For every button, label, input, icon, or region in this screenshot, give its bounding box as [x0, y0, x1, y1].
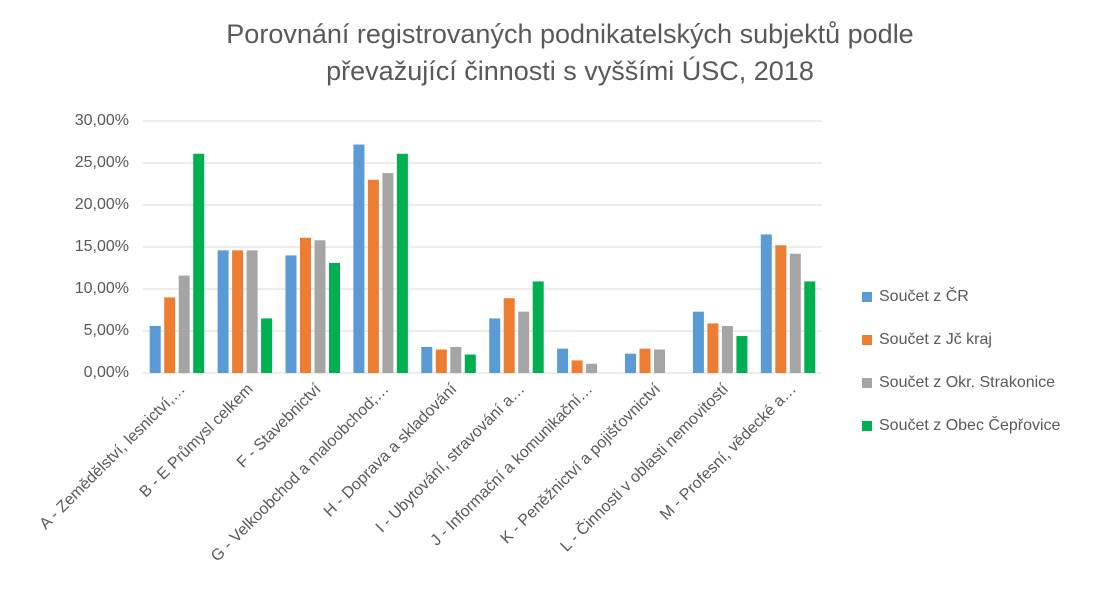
bar — [804, 281, 816, 373]
bar — [707, 323, 719, 373]
legend-label: Součet z Jč kraj — [879, 331, 992, 348]
bar — [557, 348, 569, 373]
bar — [789, 253, 801, 373]
bar — [654, 349, 665, 373]
bar — [396, 153, 408, 373]
y-tick-label: 20,00% — [75, 196, 129, 213]
bar — [464, 354, 476, 373]
bar — [232, 250, 244, 373]
bar — [285, 255, 297, 373]
bar — [639, 348, 651, 373]
bar — [300, 237, 311, 373]
bar — [178, 275, 190, 373]
bar — [721, 325, 733, 373]
bar — [775, 245, 787, 373]
bar — [382, 173, 394, 373]
bar — [314, 240, 326, 373]
bar — [329, 262, 340, 373]
legend-swatch — [862, 378, 872, 388]
legend-swatch — [862, 335, 872, 345]
bar — [164, 297, 176, 373]
bar — [435, 349, 447, 373]
bar — [489, 318, 501, 373]
bar — [450, 346, 462, 373]
bar — [625, 353, 636, 373]
bar — [532, 281, 544, 373]
chart-title: Porovnání registrovaných podnikatelských… — [226, 19, 913, 49]
bar — [503, 298, 515, 373]
x-tick-label: M - Profesní, vědecké a… — [657, 381, 800, 524]
y-tick-label: 30,00% — [75, 112, 129, 129]
bar — [760, 234, 772, 373]
bar — [149, 325, 161, 373]
bar — [261, 318, 273, 373]
bar — [421, 346, 433, 373]
y-tick-label: 5,00% — [84, 322, 129, 339]
legend-label: Součet z ČR — [879, 286, 969, 305]
legend-swatch — [862, 292, 872, 302]
x-tick-label: H - Doprava a skladování — [321, 380, 461, 520]
y-tick-label: 15,00% — [75, 238, 129, 255]
y-tick-label: 0,00% — [84, 364, 129, 381]
bar — [217, 250, 229, 373]
bar — [692, 311, 704, 373]
y-tick-label: 25,00% — [75, 154, 129, 171]
legend-label: Součet z Obec Čepřovice — [879, 415, 1061, 434]
bar — [518, 311, 530, 373]
bar — [586, 363, 598, 373]
bar — [353, 144, 365, 373]
x-tick-label: I - Ubytování, stravování a… — [373, 381, 528, 536]
x-tick-label: B - E Průmysl celkem — [136, 380, 257, 501]
bar — [246, 250, 258, 373]
bar — [193, 153, 205, 373]
bar — [736, 336, 748, 373]
legend-label: Součet z Okr. Strakonice — [879, 374, 1055, 391]
y-tick-label: 10,00% — [75, 280, 129, 297]
chart-title: převažující činnosti s vyššími ÚSC, 2018 — [326, 55, 814, 86]
x-tick-label: A - Zemědělství, lesnictví,… — [37, 381, 189, 533]
bar — [367, 179, 379, 373]
bar — [571, 360, 583, 373]
legend-swatch — [862, 421, 872, 431]
